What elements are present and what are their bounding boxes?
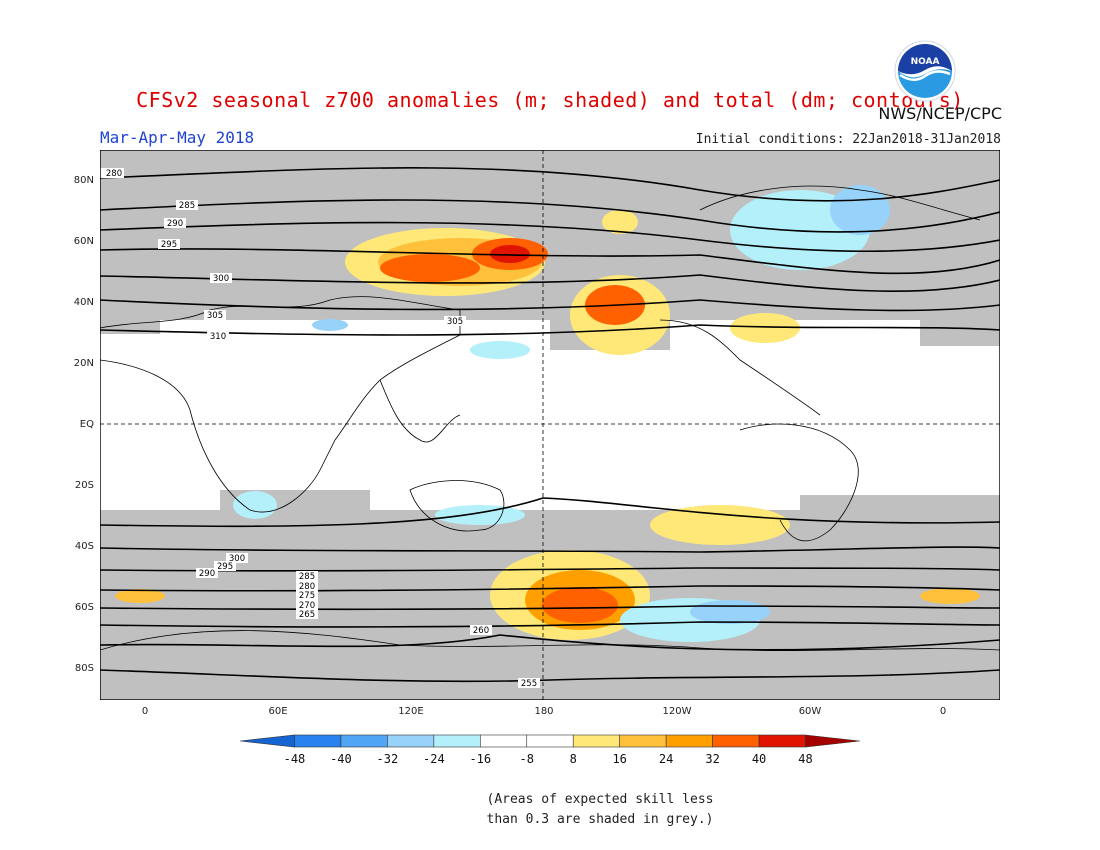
colorbar-cell	[294, 734, 342, 748]
logo-text: NOAA	[911, 57, 940, 67]
colorbar-cell	[240, 734, 295, 748]
contour-label: 275	[299, 591, 315, 601]
contour-label: 290	[199, 569, 215, 579]
colorbar-tick-label: -32	[376, 752, 399, 766]
lon-label: 120W	[662, 706, 692, 717]
colorbar-boxes	[240, 734, 860, 748]
contour-label: 280	[106, 169, 122, 179]
footnote-line-2: than 0.3 are shaded in grey.)	[486, 812, 714, 827]
colorbar-tick-label: 24	[658, 752, 674, 766]
contour-label: 310	[210, 332, 226, 342]
lon-label: 60E	[268, 706, 288, 717]
contour-label: 260	[473, 626, 489, 636]
colorbar-cell	[805, 734, 860, 748]
agency-label: NWS/NCEP/CPC	[878, 104, 1002, 123]
colorbar-cell	[387, 734, 435, 748]
lat-label: 80N	[73, 175, 94, 186]
colorbar-cell	[758, 734, 806, 748]
contour-label: 285	[179, 201, 195, 211]
lon-label: 120E	[398, 706, 424, 717]
lat-label: 20N	[73, 358, 94, 369]
lon-label: 60W	[798, 706, 822, 717]
colorbar-cell	[665, 734, 713, 748]
noaa-logo: NOAA	[894, 40, 956, 102]
anomaly-map: 280 285 290 295 300 305 310 305 300 295 …	[100, 150, 1000, 700]
colorbar-cell	[480, 734, 528, 748]
contour-label: 290	[167, 219, 183, 229]
colorbar-cell	[712, 734, 760, 748]
contour-label: 305	[207, 311, 223, 321]
colorbar-tick-label: 16	[612, 752, 627, 766]
contour-label: 255	[521, 679, 537, 689]
colorbar-tick-label: 40	[751, 752, 767, 766]
contour-label: 270	[299, 601, 315, 611]
contour-label: 305	[447, 317, 463, 327]
lat-label: 40S	[74, 541, 94, 552]
lon-label: 0	[939, 706, 947, 717]
contour-label: 300	[229, 554, 245, 564]
colorbar-tick-label: -16	[469, 752, 492, 766]
colorbar-tick-label: 32	[705, 752, 720, 766]
colorbar-tick-label: 48	[798, 752, 813, 766]
lat-label: 60S	[74, 602, 94, 613]
contour-labels: 280 285 290 295 300 305 310 305 300 295 …	[100, 168, 540, 689]
colorbar	[240, 734, 860, 748]
initial-conditions: Initial conditions: 22Jan2018-31Jan2018	[695, 132, 1001, 147]
colorbar-cell	[572, 734, 620, 748]
lat-label: 80S	[74, 663, 94, 674]
colorbar-cell	[619, 734, 667, 748]
footnote-line-1: (Areas of expected skill less	[486, 792, 714, 807]
lon-label: 0	[141, 706, 149, 717]
lat-label: 20S	[74, 480, 94, 491]
colorbar-tick-label: -24	[423, 752, 445, 766]
forecast-period: Mar-Apr-May 2018	[100, 128, 255, 147]
chart-title: CFSv2 seasonal z700 anomalies (m; shaded…	[136, 88, 964, 112]
colorbar-tick-label: -48	[283, 752, 306, 766]
height-contours	[100, 167, 1000, 683]
colorbar-cell	[340, 734, 388, 748]
colorbar-cell	[433, 734, 481, 748]
lon-label: 180	[534, 706, 554, 717]
colorbar-tick-label: -8	[519, 752, 534, 766]
colorbar-cell	[526, 734, 574, 748]
contour-label: 295	[161, 240, 177, 250]
contour-label: 300	[213, 274, 229, 284]
colorbar-tick-label: 8	[569, 752, 577, 766]
contour-label: 265	[299, 610, 315, 620]
contour-label: 280	[299, 582, 315, 592]
lat-label: 40N	[73, 297, 94, 308]
colorbar-tick-label: -40	[330, 752, 352, 766]
anomaly-shading	[115, 185, 980, 642]
contour-label: 285	[299, 572, 315, 582]
lat-label: 60N	[73, 236, 94, 247]
contour-label: 295	[217, 562, 233, 572]
lat-label: EQ	[79, 419, 94, 430]
